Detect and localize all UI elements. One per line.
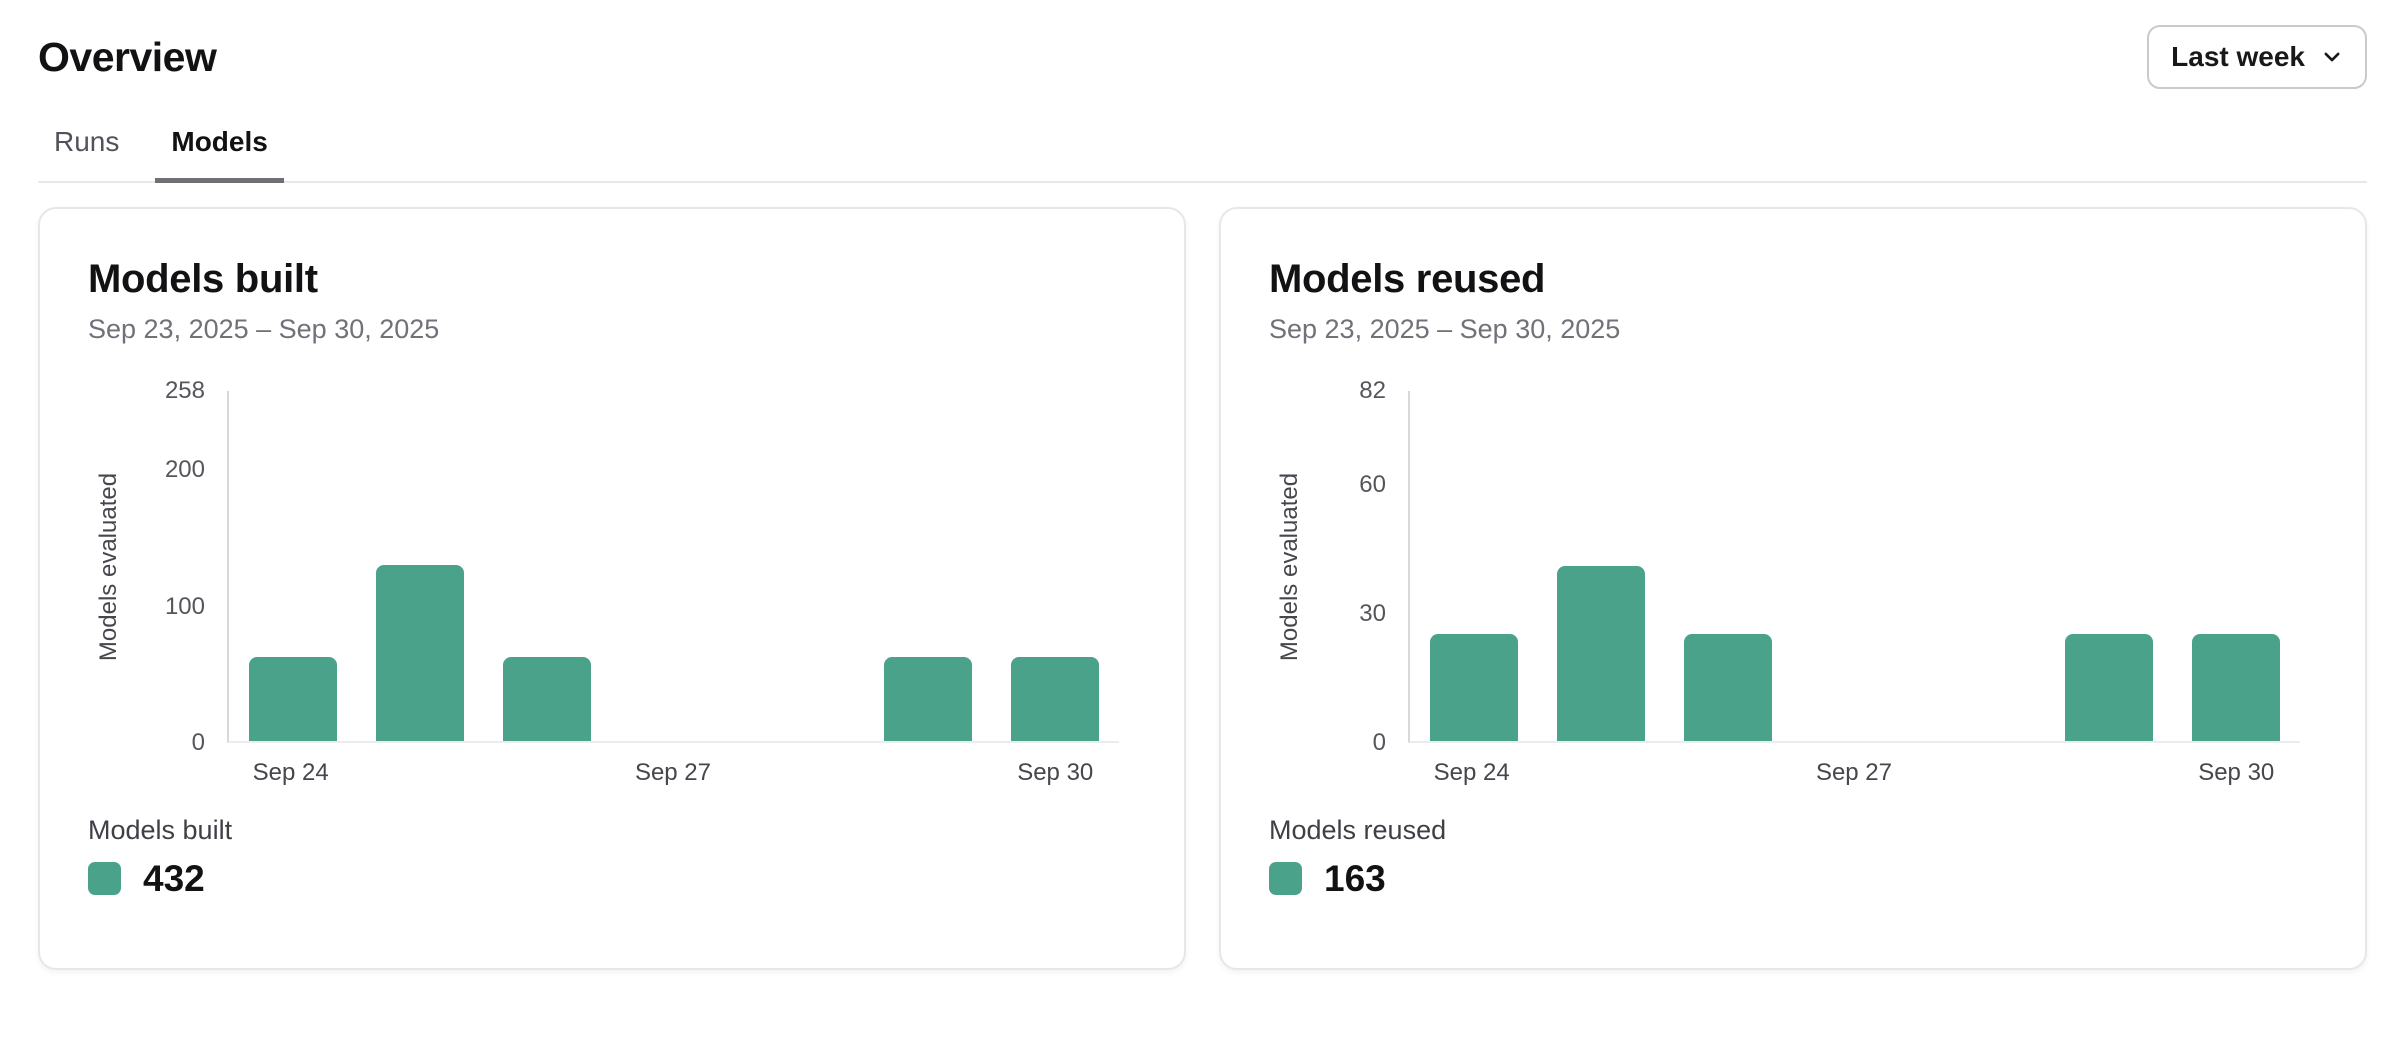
bar-slot-sep-29 [2046,391,2173,741]
y-tick-label: 200 [164,456,205,484]
bar-sep-25 [375,564,464,741]
y-axis-label: Models evaluated [95,472,122,662]
bar-sep-30 [2192,634,2281,741]
tab-runs[interactable]: Runs [54,126,120,157]
y-tick-label: 82 [1359,377,1386,404]
bar-slot-sep-30 [2173,391,2300,741]
x-tick-label: Sep 24 [1433,759,1510,786]
models-reused-chart: Models evaluated 0 30 60 82 Sep 24 Sep 27 Sep… [1276,379,2300,786]
x-tick-label [864,759,991,787]
x-tick-label [1535,759,1662,787]
x-axis-ticks: Sep 24 Sep 27 Sep 30 [227,743,1119,787]
y-tick-label: 30 [1359,600,1386,628]
bar-slot-sep-26 [1664,391,1791,741]
card-title: Models built [88,257,318,301]
bar-slot-sep-25 [1537,391,1664,741]
bar-sep-25 [1556,566,1645,741]
legend-swatch [88,862,121,895]
bar-sep-29 [884,656,973,741]
y-tick-label: 100 [164,592,205,620]
x-tick-label [737,759,864,787]
top-bar: Overview Last week [38,25,2367,89]
legend: Models built 432 [88,815,1184,897]
x-tick-label: Sep 27 [1815,759,1893,786]
y-tick-label: 0 [191,729,205,756]
chevron-down-icon [2321,46,2343,68]
bar-slot-sep-28 [1919,391,2046,741]
bar-sep-26 [502,656,591,741]
x-tick-label [1663,759,1790,787]
card-date-range: Sep 23, 2025 – Sep 30, 2025 [1269,314,1621,344]
bar-sep-30 [1011,656,1100,741]
x-tick-label [2045,759,2172,787]
y-axis-ticks: 0 100 200 258 [165,379,1119,755]
tab-bar: Runs Models [38,125,2367,183]
x-tick-label [1918,759,2045,787]
bar-slot-sep-27 [610,391,737,741]
legend-label: Models built [88,815,233,845]
legend-value: 163 [1324,858,1386,899]
bar-sep-29 [2065,634,2154,741]
card-title: Models reused [1269,257,1546,301]
plot-area [1408,391,2300,743]
bar-slot-sep-26 [483,391,610,741]
x-tick-label: Sep 30 [1017,759,1094,786]
y-tick-label: 0 [1372,729,1386,756]
x-tick-label [482,759,609,787]
plot-area [227,391,1119,743]
models-reused-card: Models reused Sep 23, 2025 – Sep 30, 202… [1219,207,2367,970]
cards-row: Models built Sep 23, 2025 – Sep 30, 2025… [38,207,2367,970]
date-range-selector-label: Last week [2171,41,2305,72]
page-title: Overview [38,33,217,80]
bars [229,391,1119,741]
y-tick-label: 258 [164,377,205,404]
bar-sep-26 [1683,634,1772,741]
legend-label: Models reused [1269,815,1447,845]
x-axis-ticks: Sep 24 Sep 27 Sep 30 [1408,743,2300,787]
x-tick-label: Sep 24 [252,759,329,786]
bar-slot-sep-30 [992,391,1119,741]
bar-slot-sep-24 [229,391,356,741]
x-tick-label: Sep 30 [2198,759,2275,786]
bar-sep-24 [1429,634,1518,741]
legend-value: 432 [143,858,205,899]
x-tick-label: Sep 27 [634,759,712,786]
legend: Models reused 163 [1269,815,2365,897]
y-axis-ticks: 0 30 60 82 [1359,379,2300,755]
date-range-selector-button[interactable]: Last week [2147,25,2367,89]
card-date-range: Sep 23, 2025 – Sep 30, 2025 [88,314,440,344]
models-built-chart: Models evaluated 0 100 200 258 Sep 24 Sep 27… [95,379,1119,786]
bar-slot-sep-29 [865,391,992,741]
bar-slot-sep-25 [356,391,483,741]
x-tick-label [354,759,481,787]
y-tick-label: 60 [1359,471,1386,499]
bar-slot-sep-27 [1791,391,1918,741]
bar-sep-24 [248,656,337,741]
legend-swatch [1269,862,1302,895]
models-built-card: Models built Sep 23, 2025 – Sep 30, 2025… [38,207,1186,970]
bar-slot-sep-28 [738,391,865,741]
y-axis-label: Models evaluated [1276,472,1303,662]
tab-models[interactable]: Models [155,125,284,183]
bar-slot-sep-24 [1410,391,1537,741]
bars [1410,391,2300,741]
